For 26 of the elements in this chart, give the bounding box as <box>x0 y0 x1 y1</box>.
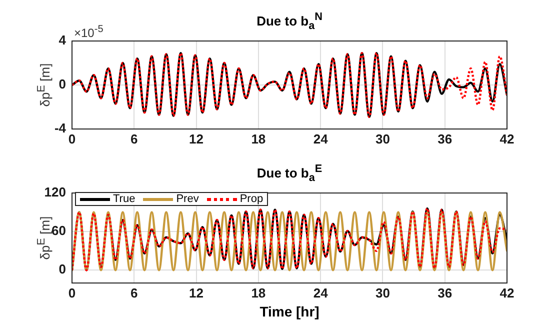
x-tick-label: 6 <box>130 131 138 146</box>
x-tick-label: 24 <box>313 131 329 146</box>
y-tick-label: 0 <box>58 262 66 277</box>
legend-label: True <box>113 193 136 205</box>
x-tick-label: 24 <box>313 285 329 300</box>
x-tick-label: 30 <box>375 131 390 146</box>
legend-label: Prop <box>240 193 264 205</box>
x-tick-label: 42 <box>500 285 514 300</box>
legend-label: Prev <box>176 193 199 205</box>
text: ×10$^{-5}$ <box>74 24 104 40</box>
x-tick-label: 36 <box>438 131 452 146</box>
y-tick-label: 120 <box>44 184 66 200</box>
y-tick-label: 0 <box>58 76 66 92</box>
x-tick-label: 18 <box>251 285 266 300</box>
x-axis-title: Time [hr] <box>260 303 320 320</box>
x-tick-label: 18 <box>251 131 266 146</box>
x-tick-label: 12 <box>189 285 204 300</box>
x-tick-label: 30 <box>375 285 390 300</box>
line-series <box>72 52 507 118</box>
x-tick-label: 36 <box>438 285 452 300</box>
y-tick-label: 60 <box>52 223 66 238</box>
y-tick-label: 4 <box>58 32 67 48</box>
x-tick-label: 42 <box>500 131 514 146</box>
x-tick-label: 6 <box>130 285 138 300</box>
y-tick-label: -4 <box>54 120 67 136</box>
x-tick-label: 12 <box>189 131 204 146</box>
